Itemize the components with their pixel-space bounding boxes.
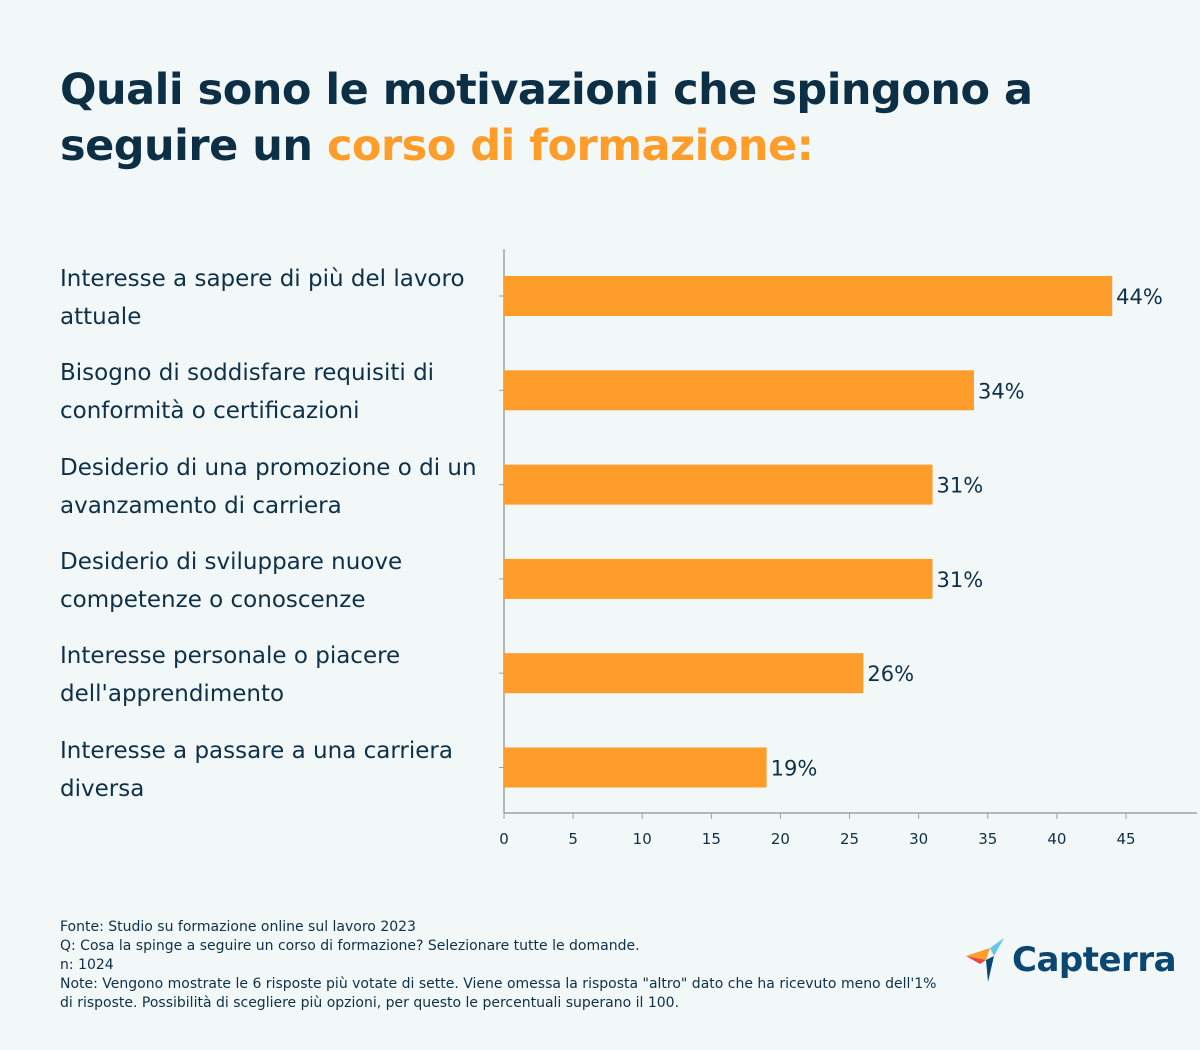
x-tick-label: 40 (1047, 830, 1066, 848)
title-main: Quali sono le motivazioni che spingono a… (60, 65, 1033, 171)
footer-source: Fonte: Studio su formazione online sul l… (60, 919, 416, 935)
data-label: 26% (867, 662, 914, 686)
bar (504, 653, 864, 694)
page-title: Quali sono le motivazioni che spingono a… (60, 62, 1160, 174)
capterra-logo-icon (966, 938, 1004, 982)
category-label: Desiderio di una promozione o di un avan… (60, 454, 477, 519)
x-tick-label: 0 (499, 830, 509, 848)
category-label: Interesse a passare a una carriera diver… (60, 737, 453, 802)
x-tick-label: 20 (771, 830, 790, 848)
bar (504, 276, 1113, 316)
title-highlight: corso di formazione: (326, 121, 814, 171)
footer-note: Note: Vengono mostrate le 6 risposte più… (60, 976, 937, 1011)
x-tick-label: 25 (840, 830, 859, 848)
capterra-logo: Capterra (966, 938, 1177, 982)
bar (504, 558, 933, 599)
data-label: 31% (936, 474, 983, 498)
x-tick-label: 35 (978, 830, 997, 848)
capterra-logo-text: Capterra (1012, 940, 1177, 980)
bar (504, 370, 974, 411)
data-label: 44% (1116, 285, 1163, 309)
x-tick-label: 45 (1116, 830, 1135, 848)
x-tick-label: 5 (568, 830, 578, 848)
data-label: 31% (936, 568, 983, 592)
category-label: Interesse a sapere di più del lavoro att… (60, 266, 465, 330)
x-tick-label: 15 (702, 830, 721, 848)
category-label: Desiderio di sviluppare nuove competenze… (60, 548, 403, 613)
data-label: 34% (978, 379, 1025, 403)
bar (504, 464, 933, 505)
category-label: Bisogno di soddisfare requisiti di confo… (60, 360, 435, 425)
data-label: 19% (771, 757, 818, 781)
footer-n: n: 1024 (60, 957, 114, 973)
x-tick-label: 30 (909, 830, 928, 848)
bar (504, 747, 767, 788)
footer-notes: Fonte: Studio su formazione online sul l… (60, 918, 940, 1013)
x-tick-label: 10 (633, 830, 652, 848)
footer-question: Q: Cosa la spinge a seguire un corso di … (60, 938, 640, 954)
category-label: Interesse personale o piacere dell'appre… (60, 643, 401, 708)
